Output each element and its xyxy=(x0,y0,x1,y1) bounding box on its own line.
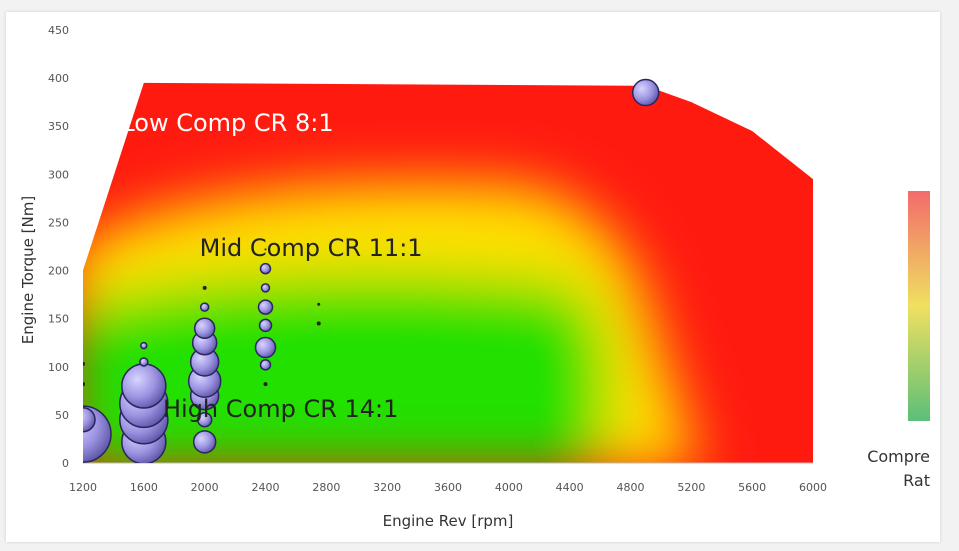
colorbar-label-2: Rat xyxy=(903,471,930,490)
bubble-point xyxy=(199,302,210,312)
zone-label: High Comp CR 14:1 xyxy=(163,395,398,423)
x-tick-label: 3200 xyxy=(373,481,401,494)
x-tick-label: 5600 xyxy=(738,481,766,494)
x-tick-label: 3600 xyxy=(434,481,462,494)
bubble-point xyxy=(121,363,167,409)
bubble-point xyxy=(259,359,272,371)
x-tick-label: 4800 xyxy=(617,481,645,494)
bubble-point xyxy=(259,262,272,275)
y-tick-label: 200 xyxy=(48,265,69,278)
x-axis-label: Engine Rev [rpm] xyxy=(383,512,514,530)
bubble-point xyxy=(631,78,660,107)
x-tick-label: 1200 xyxy=(69,481,97,494)
colorbar xyxy=(908,191,930,421)
bubble-point xyxy=(83,382,85,387)
x-tick-label: 1600 xyxy=(130,481,158,494)
bubble-point xyxy=(83,406,96,433)
bubble-point xyxy=(83,361,85,366)
y-tick-label: 300 xyxy=(48,168,69,181)
bubble-point xyxy=(202,285,207,290)
x-tick-label: 6000 xyxy=(799,481,827,494)
y-tick-label: 50 xyxy=(55,409,69,422)
colorbar-label-1: Compre xyxy=(867,447,930,466)
x-tick-label: 2400 xyxy=(252,481,280,494)
x-tick-label: 2000 xyxy=(191,481,219,494)
y-tick-label: 350 xyxy=(48,120,69,133)
y-tick-label: 450 xyxy=(48,24,69,37)
bubble-point xyxy=(317,302,321,306)
bubble-point xyxy=(257,299,274,315)
x-tick-label: 2800 xyxy=(312,481,340,494)
x-tick-label: 5200 xyxy=(677,481,705,494)
bubble-point xyxy=(260,283,271,293)
bubble-point xyxy=(258,318,273,333)
y-tick-label: 400 xyxy=(48,72,69,85)
zone-label: Mid Comp CR 11:1 xyxy=(200,234,423,262)
y-tick-label: 100 xyxy=(48,361,69,374)
x-tick-label: 4000 xyxy=(495,481,523,494)
y-tick-label: 150 xyxy=(48,313,69,326)
x-tick-label: 4400 xyxy=(556,481,584,494)
y-axis-label: Engine Torque [Nm] xyxy=(19,196,37,344)
bubble-point xyxy=(139,357,149,367)
bubble-point xyxy=(196,411,213,428)
bubble-point xyxy=(192,430,217,454)
bubble-point xyxy=(316,321,321,326)
bubble-point xyxy=(140,341,148,350)
bubble-point xyxy=(193,317,216,340)
bubble-point xyxy=(254,336,277,359)
y-tick-label: 250 xyxy=(48,216,69,229)
zone-label: Low Comp CR 8:1 xyxy=(121,109,333,137)
bubble-point xyxy=(263,382,268,387)
bubble-point xyxy=(264,248,267,251)
y-tick-label: 0 xyxy=(62,457,69,470)
